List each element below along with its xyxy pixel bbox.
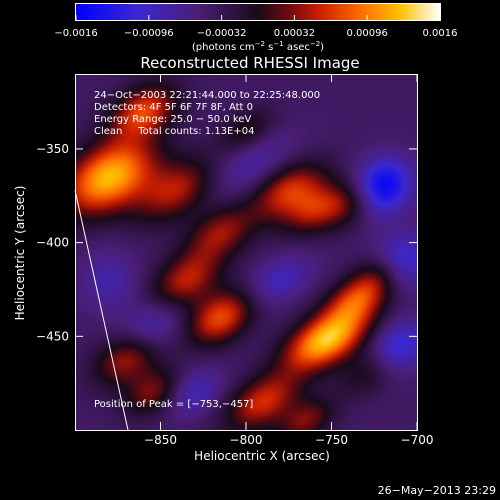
y-tick-label: −450	[36, 329, 69, 343]
y-axis-label: Heliocentric Y (arcsec)	[13, 186, 27, 321]
timestamp: 26−May−2013 23:29	[378, 484, 496, 497]
colorbar-tick-label: 0.0016	[423, 28, 458, 39]
x-tick-label: −750	[315, 433, 348, 447]
x-axis-label: Heliocentric X (arcsec)	[194, 449, 330, 463]
colorbar-tick-label: 0.00096	[347, 28, 388, 39]
colorbar-unit-label: (photons cm−2 s−1 asec−2)	[192, 40, 324, 53]
colorbar-frame	[75, 3, 441, 21]
colorbar-tick-label: −0.00032	[197, 28, 247, 39]
colorbar	[76, 4, 440, 20]
colorbar-tick-label: 0.00032	[274, 28, 315, 39]
colorbar-tick-label: −0.00096	[124, 28, 174, 39]
x-tick-label: −850	[144, 433, 177, 447]
x-axis-ticks: −850 −800 −750 −700	[144, 74, 433, 447]
heatmap-image	[75, 74, 417, 430]
y-axis-ticks: −350 −400 −450	[36, 142, 417, 343]
colorbar-ticks	[75, 15, 441, 20]
x-tick-label: −700	[401, 433, 434, 447]
info-line-time: 24−Oct−2003 22:21:44.000 to 22:25:48.000	[94, 90, 320, 101]
solar-limb-line	[74, 190, 129, 431]
y-tick-label: −350	[36, 142, 69, 156]
colorbar-tick-labels: −0.0016 −0.00096 −0.00032 0.00032 0.00096 0.0…	[54, 28, 457, 39]
peak-position-label: Position of Peak = [−753,−457]	[94, 399, 253, 410]
x-tick-label: −800	[230, 433, 263, 447]
info-line-clean: Clean Total counts: 1.13E+04	[94, 126, 254, 137]
chart-title: Reconstructed RHESSI Image	[140, 54, 359, 72]
colorbar-tick-label: −0.0016	[54, 28, 97, 39]
info-line-energy: Energy Range: 25.0 − 50.0 keV	[94, 114, 251, 125]
y-tick-label: −400	[36, 236, 69, 250]
info-line-detectors: Detectors: 4F 5F 6F 7F 8F, Att 0	[94, 102, 253, 113]
